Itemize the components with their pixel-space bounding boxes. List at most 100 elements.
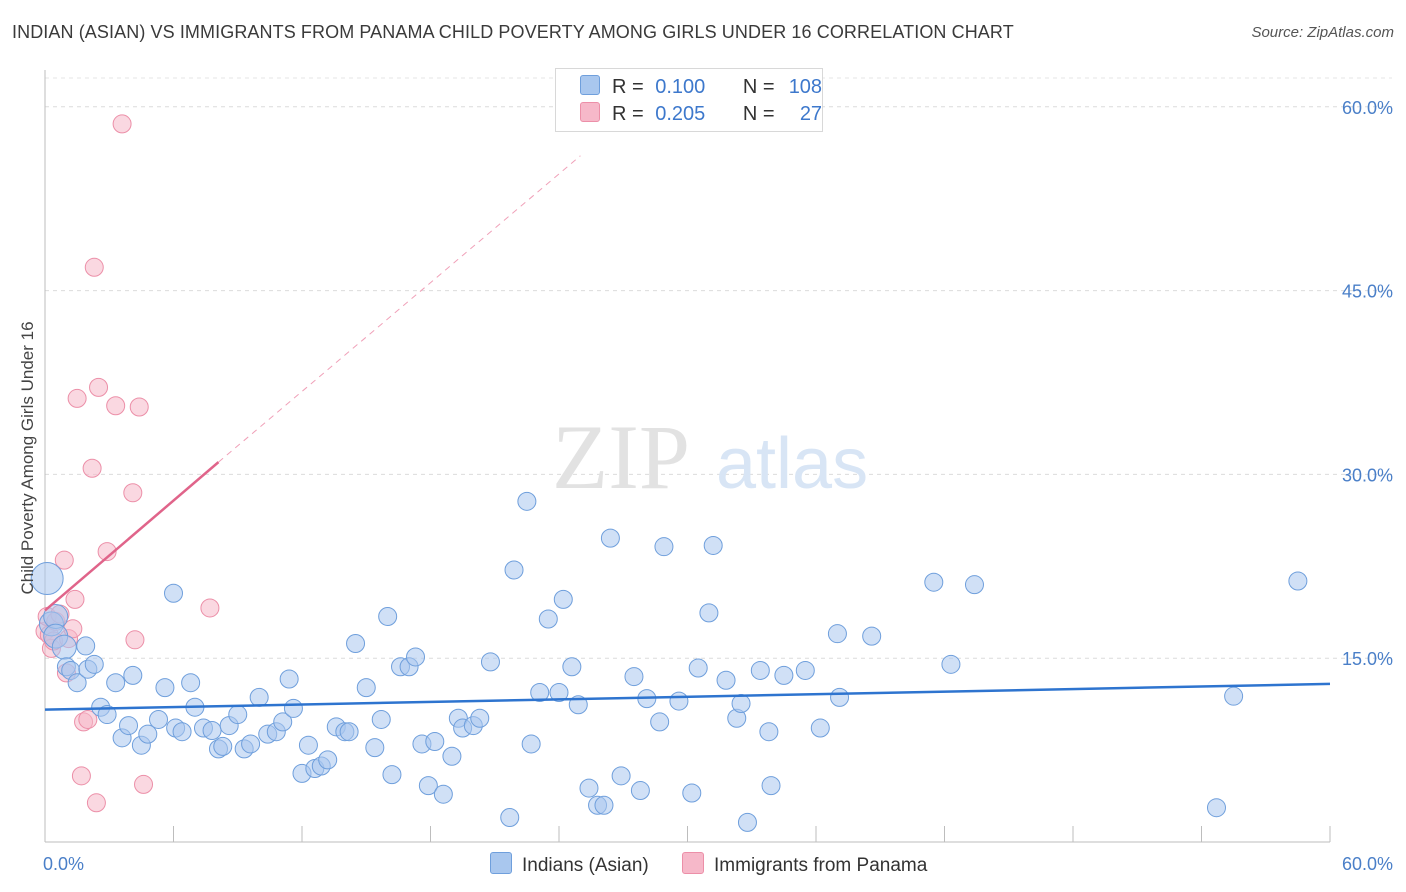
indian-point bbox=[213, 736, 233, 756]
y-tick-label-0: 15.0% bbox=[1342, 649, 1393, 669]
indian-point bbox=[699, 603, 719, 623]
legend-swatch-bottom-indians bbox=[490, 852, 512, 874]
indian-point bbox=[504, 560, 524, 580]
panama-point bbox=[97, 542, 117, 562]
trendline-panama bbox=[44, 461, 220, 612]
indian-point bbox=[30, 562, 64, 596]
legend-n-value-indians: 108 bbox=[788, 76, 823, 98]
trendline-panama-extension bbox=[218, 155, 581, 463]
indian-point bbox=[425, 732, 445, 752]
indian-point bbox=[654, 537, 674, 557]
indian-point bbox=[500, 807, 520, 827]
indian-point bbox=[480, 652, 500, 672]
indian-point bbox=[138, 724, 158, 744]
indian-point bbox=[594, 795, 614, 815]
x-tick-label-1: 60.0% bbox=[1342, 854, 1393, 874]
legend-n-label-2: N = bbox=[742, 103, 775, 125]
indian-point bbox=[611, 766, 631, 786]
y-axis-label: Child Poverty Among Girls Under 16 bbox=[18, 321, 37, 594]
indian-point bbox=[228, 705, 248, 725]
legend-row-panama: R = 0.205 N = 27 bbox=[580, 102, 822, 128]
indian-point bbox=[84, 654, 104, 674]
indian-point bbox=[346, 633, 366, 653]
legend-label-indians: Indians (Asian) bbox=[522, 855, 649, 876]
legend-r-label-2: R = bbox=[612, 103, 644, 125]
indian-point bbox=[682, 783, 702, 803]
legend-swatch-indians bbox=[580, 75, 600, 95]
indian-point bbox=[600, 528, 620, 548]
indian-point bbox=[1288, 571, 1308, 591]
indian-point bbox=[521, 734, 541, 754]
panama-point bbox=[200, 598, 220, 618]
panama-point bbox=[125, 630, 145, 650]
x-tick-label-0: 0.0% bbox=[43, 854, 84, 874]
indian-point bbox=[470, 708, 490, 728]
indian-point bbox=[924, 572, 944, 592]
panama-point bbox=[134, 774, 154, 794]
indian-point bbox=[365, 738, 385, 758]
indian-point bbox=[862, 626, 882, 646]
indian-point bbox=[123, 665, 143, 685]
series-indians-asian bbox=[30, 491, 1308, 832]
legend-r-value-panama: 0.205 bbox=[655, 103, 706, 125]
indian-point bbox=[830, 687, 850, 707]
trendlines bbox=[44, 155, 1331, 711]
indian-point bbox=[172, 722, 192, 742]
legend-item-indians[interactable]: Indians (Asian) bbox=[490, 852, 649, 877]
legend-r-label: R = bbox=[612, 76, 644, 98]
legend-n-label: N = bbox=[742, 76, 775, 98]
indian-point bbox=[181, 673, 201, 693]
indian-point bbox=[750, 660, 770, 680]
indian-point bbox=[418, 776, 438, 796]
panama-point bbox=[65, 589, 85, 609]
indian-point bbox=[624, 667, 644, 687]
panama-point bbox=[84, 257, 104, 277]
chart-title: INDIAN (ASIAN) VS IMMIGRANTS FROM PANAMA… bbox=[12, 22, 1014, 42]
panama-point bbox=[89, 377, 109, 397]
legend-swatch-bottom-panama bbox=[682, 852, 705, 874]
indian-point bbox=[517, 491, 537, 511]
indian-point bbox=[106, 673, 126, 693]
legend-item-panama[interactable]: Immigrants from Panama bbox=[682, 852, 927, 877]
indian-point bbox=[827, 624, 847, 644]
indian-point bbox=[76, 636, 96, 656]
indian-point bbox=[538, 609, 558, 629]
indian-point bbox=[378, 607, 398, 627]
y-tick-label-3: 60.0% bbox=[1342, 98, 1393, 118]
indian-point bbox=[406, 647, 426, 667]
indian-point bbox=[759, 722, 779, 742]
panama-point bbox=[112, 114, 132, 134]
panama-point bbox=[67, 388, 87, 408]
indian-point bbox=[382, 765, 402, 785]
panama-point bbox=[82, 458, 102, 478]
indian-point bbox=[279, 669, 299, 689]
indian-point bbox=[119, 716, 139, 736]
indian-point bbox=[298, 735, 318, 755]
indian-point bbox=[164, 583, 183, 603]
indian-point bbox=[356, 678, 376, 698]
indian-point bbox=[774, 665, 794, 685]
panama-point bbox=[129, 397, 149, 417]
indian-point bbox=[549, 683, 569, 703]
indian-point bbox=[964, 575, 984, 595]
indian-point bbox=[716, 670, 736, 690]
indian-point bbox=[795, 660, 815, 680]
indian-point bbox=[761, 776, 781, 796]
indian-point bbox=[1206, 798, 1226, 818]
indian-point bbox=[562, 657, 582, 677]
indian-point bbox=[703, 535, 723, 555]
indian-point bbox=[530, 683, 550, 703]
series-legend: Indians (Asian) Immigrants from Panama bbox=[490, 852, 955, 877]
watermark-atlas: atlas bbox=[716, 424, 868, 504]
indian-point bbox=[688, 658, 708, 678]
watermark: ZIP atlas bbox=[552, 406, 868, 508]
legend-r-value-indians: 0.100 bbox=[655, 76, 706, 98]
panama-point bbox=[71, 766, 91, 786]
source-label: Source: ZipAtlas.com bbox=[1251, 24, 1394, 41]
indian-point bbox=[442, 746, 462, 766]
legend-label-panama: Immigrants from Panama bbox=[714, 855, 928, 876]
legend-row-indians: R = 0.100 N = 108 bbox=[580, 75, 822, 101]
indian-point bbox=[731, 694, 751, 714]
indian-point bbox=[97, 705, 117, 725]
indian-point bbox=[241, 734, 261, 754]
